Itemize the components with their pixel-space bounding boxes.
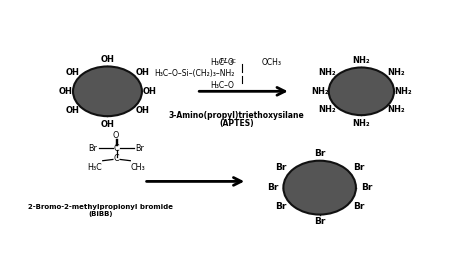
- Text: H₃C–O: H₃C–O: [211, 58, 234, 67]
- Text: NH₂: NH₂: [318, 68, 336, 77]
- Text: CH₃: CH₃: [131, 164, 146, 172]
- Text: NH₂: NH₂: [318, 105, 336, 114]
- Text: Br: Br: [353, 164, 364, 172]
- Text: H₃C–O–Si–(CH₂)₃–NH₂: H₃C–O–Si–(CH₂)₃–NH₂: [154, 69, 234, 78]
- Text: O: O: [113, 131, 119, 140]
- Text: OH: OH: [66, 106, 79, 115]
- Text: Br: Br: [267, 183, 278, 192]
- Text: Br: Br: [314, 217, 325, 226]
- Text: Br: Br: [314, 149, 325, 158]
- Text: OH: OH: [101, 120, 114, 129]
- Text: 3-Amino(propyl)triethoxysilane: 3-Amino(propyl)triethoxysilane: [168, 111, 304, 120]
- Text: Br: Br: [275, 202, 286, 211]
- Text: H₃C–O: H₃C–O: [211, 81, 234, 90]
- Text: C: C: [114, 144, 119, 153]
- Text: OH: OH: [136, 68, 150, 77]
- Text: H: H: [219, 57, 226, 65]
- Text: NH₂: NH₂: [352, 119, 370, 128]
- Text: Br: Br: [275, 164, 286, 172]
- Text: NH₂: NH₂: [387, 68, 405, 77]
- Text: NH₂: NH₂: [311, 87, 329, 96]
- Text: H₃C: H₃C: [88, 164, 102, 172]
- Text: NH₂: NH₂: [387, 105, 405, 114]
- Text: OH: OH: [66, 68, 79, 77]
- Text: OH: OH: [59, 87, 73, 96]
- Text: OH: OH: [136, 106, 150, 115]
- Text: OCH₃: OCH₃: [262, 58, 282, 67]
- Text: OH: OH: [142, 87, 156, 96]
- Ellipse shape: [329, 68, 394, 115]
- Text: NH₂: NH₂: [394, 87, 412, 96]
- Text: ₃C: ₃C: [230, 59, 237, 64]
- Text: Br: Br: [361, 183, 373, 192]
- Text: Br: Br: [88, 144, 97, 153]
- Text: OH: OH: [101, 55, 114, 64]
- Text: (APTES): (APTES): [219, 119, 254, 128]
- Text: Br: Br: [353, 202, 364, 211]
- Text: (BiBB): (BiBB): [88, 211, 112, 217]
- Ellipse shape: [284, 161, 356, 215]
- Text: 2-Bromo-2-methylpropionyl bromide: 2-Bromo-2-methylpropionyl bromide: [28, 204, 173, 210]
- Ellipse shape: [73, 66, 142, 116]
- Text: C: C: [114, 154, 119, 163]
- Text: NH₂: NH₂: [352, 56, 370, 65]
- Text: Br: Br: [136, 144, 145, 153]
